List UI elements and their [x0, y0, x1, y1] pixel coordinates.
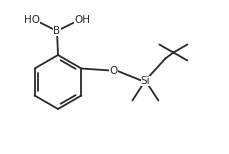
Text: Si: Si	[140, 75, 150, 85]
Text: O: O	[109, 65, 117, 75]
Text: B: B	[53, 26, 60, 36]
Text: OH: OH	[74, 15, 90, 25]
Text: HO: HO	[24, 15, 40, 25]
